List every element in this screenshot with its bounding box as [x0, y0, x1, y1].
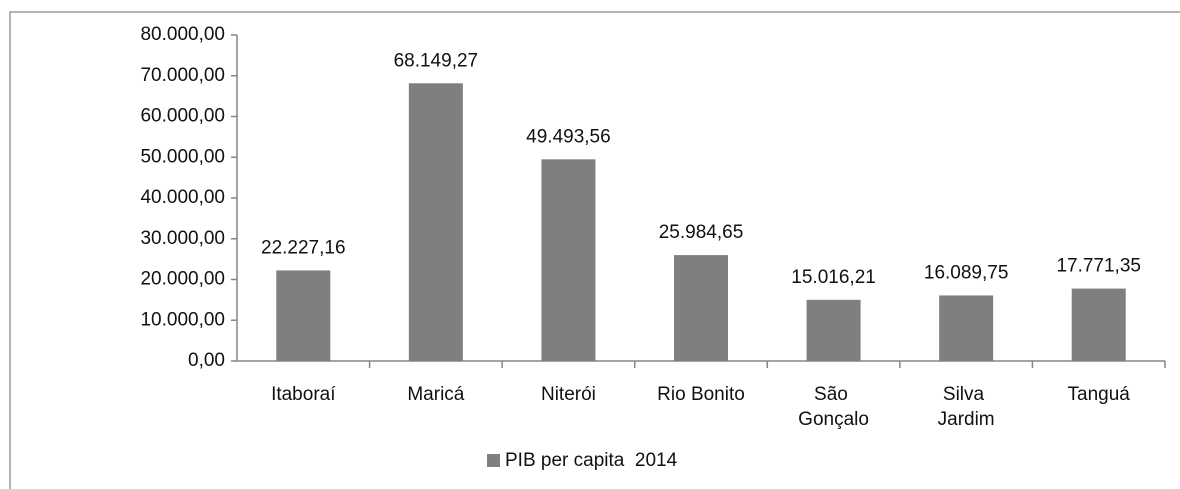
chart-frame: [9, 11, 1180, 489]
bar: [806, 299, 861, 361]
value-label: 16.089,75: [924, 262, 1009, 283]
x-tick-label: Silva Jardim: [938, 384, 995, 430]
y-tick-label: 20.000,00: [140, 269, 225, 290]
value-label: 17.771,35: [1056, 256, 1141, 277]
y-tick-label: 40.000,00: [140, 187, 225, 208]
x-tick-label: Niterói: [541, 384, 596, 405]
value-label: 49.493,56: [526, 126, 611, 147]
x-tick-label: Rio Bonito: [657, 384, 745, 405]
y-tick-label: 60.000,00: [140, 106, 225, 127]
y-tick-label: 50.000,00: [140, 146, 225, 167]
y-tick-label: 0,00: [188, 350, 225, 371]
legend-swatch: [487, 454, 500, 467]
bar: [674, 255, 728, 361]
y-tick-label: 30.000,00: [140, 228, 225, 249]
y-tick-label: 70.000,00: [140, 65, 225, 86]
legend-label: PIB per capita 2014: [505, 450, 678, 471]
x-tick-label: São Gonçalo: [798, 384, 869, 430]
x-tick-label: Maricá: [407, 384, 464, 405]
bar: [408, 83, 463, 362]
bar: [276, 270, 331, 361]
value-label: 25.984,65: [659, 222, 744, 243]
value-label: 15.016,21: [791, 267, 876, 288]
y-tick-label: 80.000,00: [140, 24, 225, 45]
value-label: 68.149,27: [394, 50, 479, 71]
x-tick-label: Itaboraí: [271, 384, 336, 405]
bar: [541, 159, 596, 361]
value-label: 22.227,16: [261, 237, 346, 258]
bar: [1071, 288, 1126, 361]
x-tick-label: Tanguá: [1068, 384, 1131, 405]
y-tick-label: 10.000,00: [140, 309, 225, 330]
bar: [939, 295, 994, 361]
